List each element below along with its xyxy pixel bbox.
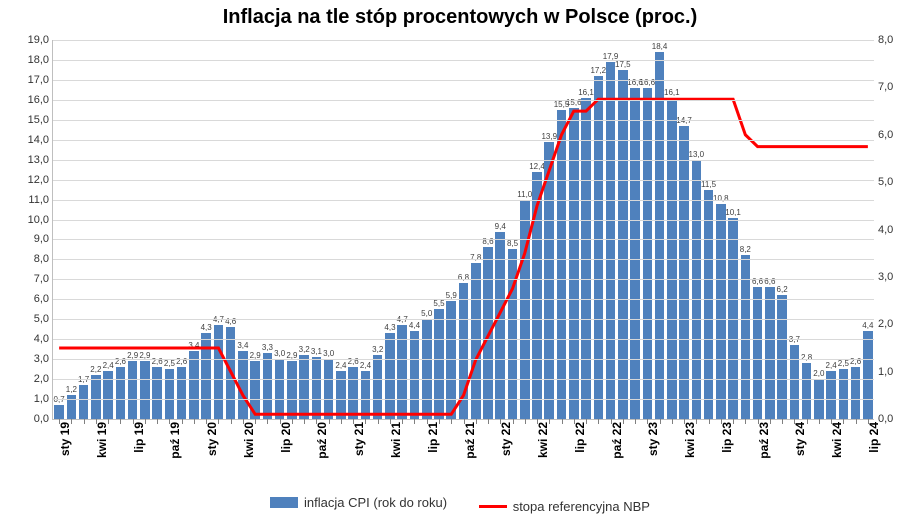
legend-label: inflacja CPI (rok do roku): [304, 495, 447, 510]
y-tick-left: 13,0: [28, 154, 53, 166]
x-tick-label: kwi 22: [536, 422, 550, 458]
chart-container: Inflacja na tle stóp procentowych w Pols…: [0, 0, 920, 518]
grid-line: [53, 399, 874, 400]
chart-title: Inflacja na tle stóp procentowych w Pols…: [0, 6, 920, 29]
x-tick-label: paź 19: [168, 422, 182, 459]
y-tick-left: 5,0: [34, 313, 53, 325]
y-tick-left: 3,0: [34, 353, 53, 365]
y-tick-left: 2,0: [34, 373, 53, 385]
grid-line: [53, 299, 874, 300]
grid-line: [53, 100, 874, 101]
legend-item-line: stopa referencyjna NBP: [479, 499, 650, 514]
grid-line: [53, 220, 874, 221]
grid-line: [53, 60, 874, 61]
y-tick-right: 8,0: [874, 34, 893, 46]
x-tick-label: sty 21: [352, 422, 366, 456]
y-tick-left: 14,0: [28, 134, 53, 146]
x-tick-label: lip 21: [426, 422, 440, 453]
grid-line: [53, 279, 874, 280]
grid-line: [53, 319, 874, 320]
x-tick-label: sty 20: [205, 422, 219, 456]
y-tick-left: 19,0: [28, 34, 53, 46]
grid-line: [53, 120, 874, 121]
y-tick-right: 2,0: [874, 318, 893, 330]
legend-swatch-line: [479, 505, 507, 508]
grid-line: [53, 259, 874, 260]
y-tick-left: 1,0: [34, 393, 53, 405]
grid-line: [53, 239, 874, 240]
x-tick-label: sty 22: [499, 422, 513, 456]
grid-line: [53, 359, 874, 360]
x-tick-label: kwi 24: [830, 422, 844, 458]
y-tick-left: 18,0: [28, 54, 53, 66]
x-tick-label: lip 20: [279, 422, 293, 453]
x-tick-label: lip 19: [132, 422, 146, 453]
grid-line: [53, 80, 874, 81]
y-tick-left: 11,0: [28, 194, 53, 206]
y-tick-left: 17,0: [28, 74, 53, 86]
x-tick-label: lip 22: [573, 422, 587, 453]
x-tick-label: paź 22: [610, 422, 624, 459]
legend-item-bar: inflacja CPI (rok do roku): [270, 495, 447, 510]
y-tick-left: 15,0: [28, 114, 53, 126]
y-tick-left: 8,0: [34, 253, 53, 265]
x-tick-label: lip 23: [720, 422, 734, 453]
y-tick-right: 1,0: [874, 366, 893, 378]
x-tick-label: paź 23: [757, 422, 771, 459]
x-tick-label: paź 20: [315, 422, 329, 459]
y-tick-left: 4,0: [34, 333, 53, 345]
y-tick-left: 9,0: [34, 233, 53, 245]
grid-line: [53, 339, 874, 340]
x-tick-label: sty 23: [646, 422, 660, 456]
grid-line: [53, 140, 874, 141]
grid-line: [53, 200, 874, 201]
y-tick-left: 16,0: [28, 94, 53, 106]
grid-line: [53, 180, 874, 181]
x-tick-label: sty 19: [58, 422, 72, 456]
y-tick-right: 3,0: [874, 271, 893, 283]
x-tick-label: kwi 21: [389, 422, 403, 458]
grid-line: [53, 379, 874, 380]
y-tick-right: 6,0: [874, 129, 893, 141]
legend-swatch-bar: [270, 497, 298, 508]
y-tick-right: 4,0: [874, 224, 893, 236]
x-tick-label: kwi 19: [95, 422, 109, 458]
plot-area: 0,71,21,72,22,42,62,92,92,62,52,63,44,34…: [52, 40, 874, 420]
y-tick-right: 5,0: [874, 176, 893, 188]
y-tick-left: 6,0: [34, 293, 53, 305]
line-layer: [53, 40, 874, 419]
x-tick-label: paź 21: [463, 422, 477, 459]
x-tick-label: lip 24: [867, 422, 881, 453]
reference-rate-line: [59, 99, 868, 414]
grid-line: [53, 160, 874, 161]
y-tick-left: 0,0: [34, 413, 53, 425]
y-tick-left: 7,0: [34, 273, 53, 285]
x-tick-label: kwi 23: [683, 422, 697, 458]
x-tick-label: sty 24: [793, 422, 807, 456]
y-tick-left: 12,0: [28, 174, 53, 186]
x-tick-label: kwi 20: [242, 422, 256, 458]
legend: inflacja CPI (rok do roku) stopa referen…: [0, 495, 920, 514]
y-tick-left: 10,0: [28, 214, 53, 226]
legend-label: stopa referencyjna NBP: [513, 499, 650, 514]
grid-line: [53, 40, 874, 41]
y-tick-right: 7,0: [874, 81, 893, 93]
